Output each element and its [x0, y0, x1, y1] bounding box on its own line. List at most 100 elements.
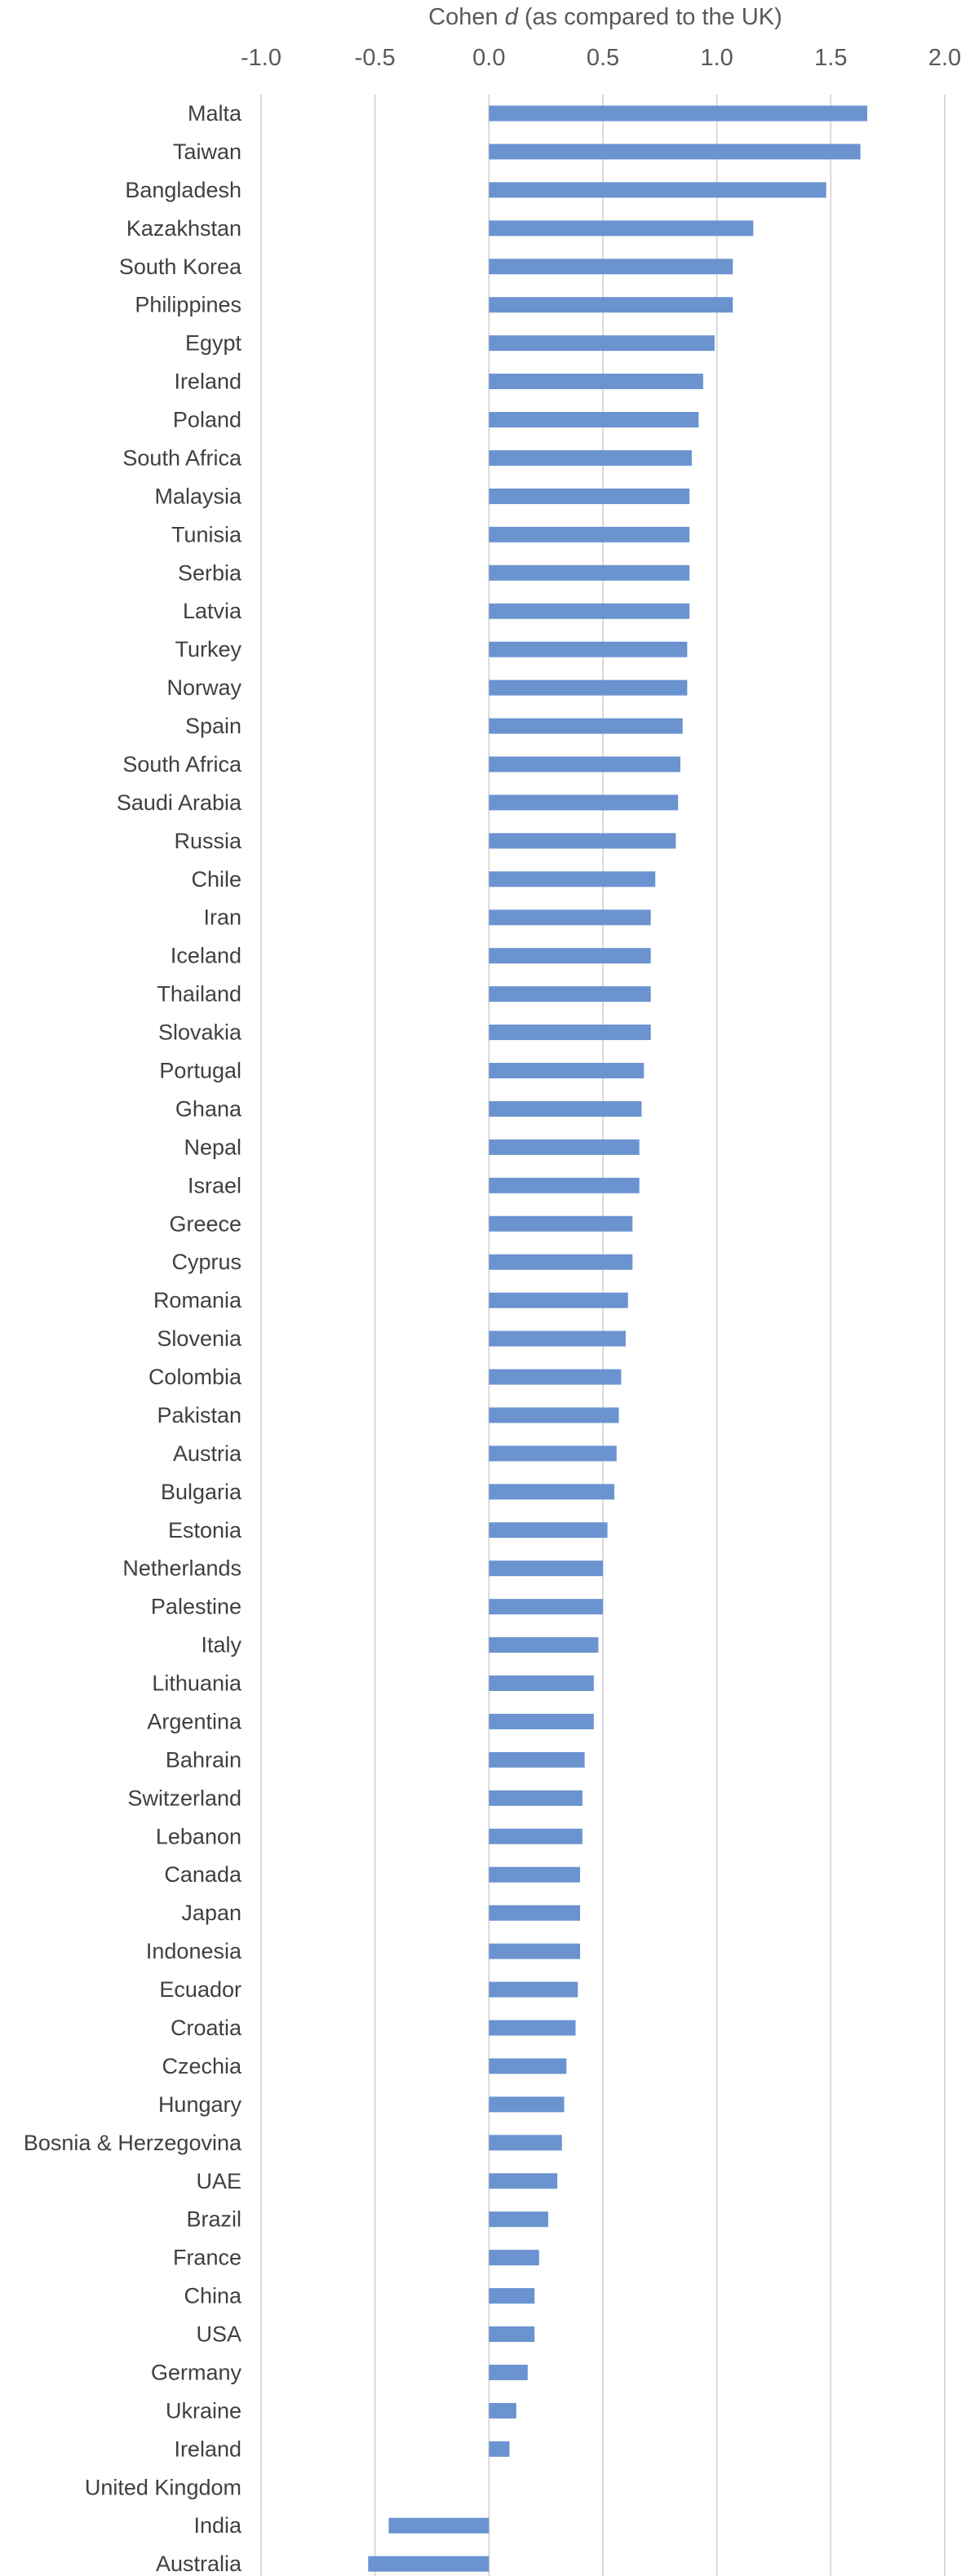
- category-label: Ecuador: [159, 1977, 241, 2002]
- category-label: Ghana: [175, 1096, 242, 1121]
- bar: [489, 2288, 535, 2304]
- category-label: Ireland: [174, 2437, 241, 2461]
- bar: [489, 449, 692, 466]
- bar: [489, 1713, 594, 1729]
- bar: [489, 1599, 603, 1615]
- category-label: Canada: [164, 1862, 242, 1887]
- bar: [489, 182, 826, 198]
- category-label: Lebanon: [156, 1824, 241, 1848]
- category-label: Switzerland: [127, 1786, 241, 1810]
- x-tick-label: 0.0: [472, 45, 505, 71]
- category-label: Malta: [188, 101, 242, 126]
- category-label: Saudi Arabia: [117, 790, 242, 815]
- bar: [489, 1751, 585, 1768]
- category-label: China: [184, 2284, 242, 2308]
- bar: [489, 2402, 516, 2419]
- bar: [489, 1139, 640, 1155]
- category-label: Serbia: [178, 560, 242, 585]
- bar: [489, 2058, 567, 2074]
- category-label: Slovakia: [158, 1020, 242, 1045]
- bar: [489, 871, 656, 887]
- category-label: Nepal: [184, 1135, 241, 1159]
- x-tick-label: -1.0: [241, 45, 281, 71]
- category-label: Taiwan: [173, 139, 241, 164]
- category-label: Croatia: [171, 2016, 242, 2040]
- category-label: Slovenia: [157, 1326, 242, 1351]
- bar: [489, 1215, 633, 1232]
- category-label: Egypt: [185, 331, 242, 356]
- bar: [489, 1484, 614, 1500]
- bar: [489, 335, 715, 352]
- bar: [489, 144, 861, 160]
- bar: [489, 1905, 581, 1921]
- category-label: Bangladesh: [125, 178, 241, 202]
- category-label: Norway: [166, 675, 241, 700]
- bar: [489, 833, 676, 849]
- bar: [489, 2364, 528, 2380]
- category-label: Cyprus: [171, 1250, 241, 1274]
- category-label: Palestine: [151, 1595, 241, 1619]
- bar: [489, 1866, 581, 1883]
- category-label: UAE: [196, 2169, 241, 2193]
- bar: [489, 1675, 594, 1692]
- category-label: Australia: [156, 2552, 242, 2576]
- bar: [489, 1292, 628, 1308]
- bar: [489, 2173, 558, 2189]
- bar: [489, 756, 680, 772]
- category-label: Greece: [169, 1211, 241, 1236]
- category-label: Latvia: [183, 599, 242, 623]
- category-label: South Africa: [122, 445, 242, 470]
- x-tick-label: 0.5: [587, 45, 619, 71]
- bar: [489, 1943, 581, 1959]
- category-label: Lithuania: [152, 1671, 242, 1696]
- category-label: South Korea: [119, 255, 242, 279]
- bar: [489, 1445, 617, 1462]
- category-label: United Kingdom: [85, 2475, 241, 2499]
- bar: [489, 1369, 622, 1385]
- category-label: Iceland: [171, 944, 241, 968]
- bar: [489, 1254, 633, 1270]
- category-label: Germany: [151, 2360, 242, 2384]
- category-label: Argentina: [147, 1709, 242, 1733]
- category-label: Chile: [191, 867, 241, 892]
- category-labels: Malta Taiwan Bangladesh Kazakhstan South Kor…: [24, 101, 242, 2576]
- bar: [489, 1560, 603, 1577]
- category-label: Japan: [181, 1901, 241, 1925]
- category-label: Bahrain: [166, 1747, 241, 1772]
- bar: [489, 564, 690, 581]
- bar: [489, 1025, 651, 1041]
- category-label: Philippines: [135, 293, 241, 317]
- bar: [489, 412, 699, 428]
- category-label: Bosnia & Herzegovina: [24, 2131, 242, 2155]
- bar: [489, 526, 690, 542]
- bar: [489, 105, 868, 122]
- category-label: Poland: [173, 408, 241, 432]
- bar: [489, 679, 688, 696]
- bar: [489, 297, 733, 313]
- category-label: Thailand: [157, 982, 241, 1007]
- bar: [489, 641, 688, 657]
- category-label: Iran: [203, 905, 241, 930]
- category-label: Portugal: [159, 1059, 241, 1083]
- bars: [368, 105, 868, 2572]
- bar: [489, 2020, 576, 2036]
- bar: [489, 1330, 626, 1347]
- bar: [489, 220, 754, 237]
- category-label: Romania: [153, 1288, 242, 1312]
- category-label: Indonesia: [146, 1939, 242, 1963]
- category-label: India: [193, 2513, 242, 2538]
- category-label: France: [173, 2246, 241, 2270]
- category-label: Italy: [201, 1633, 241, 1658]
- x-tick-label: 1.0: [701, 45, 733, 71]
- x-axis-title: Cohen d (as compared to the UK): [428, 4, 782, 30]
- category-label: Bulgaria: [161, 1480, 242, 1504]
- bar: [388, 2517, 490, 2534]
- bar: [489, 1637, 599, 1653]
- bar: [489, 2096, 565, 2113]
- bar: [489, 986, 651, 1003]
- bar: [368, 2556, 490, 2572]
- category-label: Turkey: [175, 637, 241, 662]
- x-axis-ticks: -1.0 -0.5 0.0 0.5 1.0 1.5 2.0: [241, 45, 961, 71]
- category-label: Russia: [174, 829, 242, 853]
